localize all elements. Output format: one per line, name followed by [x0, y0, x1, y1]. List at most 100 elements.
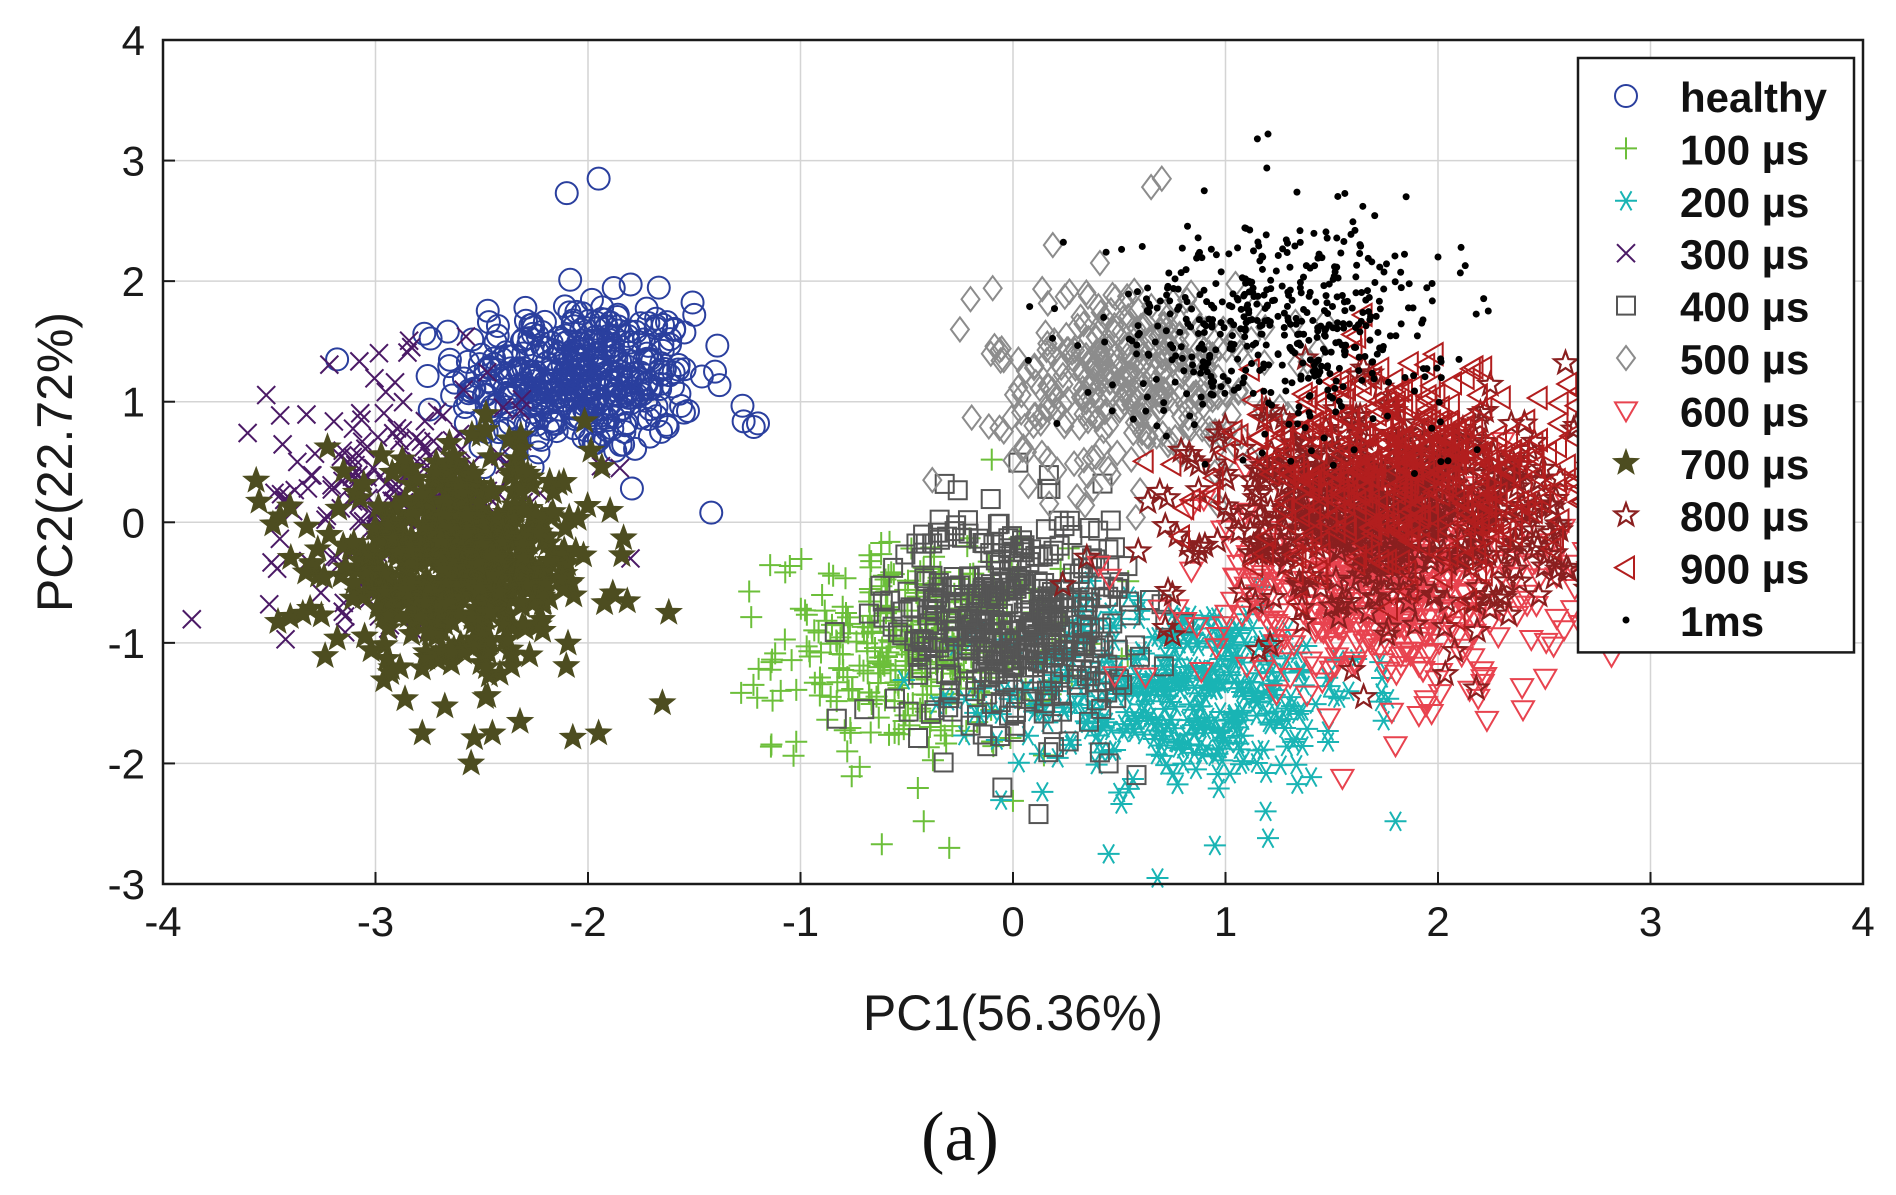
- data-point: [270, 529, 290, 549]
- data-point: [1075, 341, 1097, 369]
- data-point: [1204, 627, 1231, 649]
- data-point: [1184, 222, 1192, 230]
- data-point: [924, 700, 945, 721]
- data-point: [259, 594, 279, 614]
- data-point: [1280, 309, 1288, 317]
- data-point: [870, 833, 893, 856]
- data-point: [1200, 345, 1208, 353]
- data-point: [985, 581, 1006, 602]
- data-point: [242, 465, 271, 493]
- data-point: [1303, 308, 1311, 316]
- data-point: [1177, 343, 1185, 351]
- data-point: [1329, 394, 1337, 402]
- data-point: [1011, 381, 1032, 409]
- data-point: [1366, 638, 1393, 661]
- data-point: [369, 343, 389, 363]
- data-point: [1514, 595, 1540, 618]
- data-point: [1071, 356, 1093, 385]
- data-point: [1339, 383, 1347, 391]
- data-point: [1186, 412, 1194, 420]
- data-point: [1362, 296, 1370, 304]
- data-point: [1231, 652, 1254, 673]
- data-point: [906, 777, 929, 800]
- data-point: [1354, 321, 1362, 329]
- data-point: [1125, 290, 1133, 298]
- data-point: [1100, 510, 1121, 531]
- data-point: [1305, 292, 1313, 300]
- data-point: [1461, 262, 1469, 270]
- data-point: [938, 697, 959, 718]
- data-point: [1079, 518, 1100, 539]
- data-point: [1056, 321, 1077, 349]
- data-point: [1234, 656, 1260, 679]
- data-point: [1369, 653, 1396, 676]
- data-point: [1292, 675, 1315, 696]
- data-point: [1255, 763, 1278, 784]
- data-point: [1134, 322, 1142, 330]
- data-point: [1178, 324, 1200, 353]
- data-point: [1347, 230, 1355, 238]
- data-point: [1123, 705, 1146, 726]
- data-point: [742, 673, 765, 696]
- data-point: [1056, 335, 1078, 364]
- data-point: [471, 399, 501, 427]
- data-point: [808, 684, 831, 707]
- data-point: [1410, 372, 1418, 380]
- x-tick-label: 2: [1426, 898, 1449, 945]
- data-point: [1063, 450, 1085, 478]
- data-point: [1037, 445, 1059, 473]
- data-point: [1091, 698, 1112, 719]
- data-point: [1074, 491, 1096, 519]
- data-point: [1118, 591, 1139, 612]
- data-point: [1355, 353, 1363, 361]
- data-point: [1212, 346, 1220, 354]
- data-point: [1084, 377, 1106, 406]
- data-point: [520, 312, 545, 337]
- data-point: [1193, 254, 1201, 262]
- data-point: [934, 473, 955, 494]
- data-point: [298, 478, 318, 499]
- data-point: [1287, 457, 1295, 465]
- data-point: [1369, 358, 1377, 366]
- data-point: [1049, 334, 1057, 342]
- data-point: [1332, 377, 1340, 385]
- data-point: [782, 744, 805, 767]
- data-point: [538, 497, 568, 525]
- data-point: [1402, 193, 1410, 201]
- data-point: [1067, 312, 1088, 340]
- data-point: [760, 651, 783, 674]
- data-point: [1212, 280, 1220, 288]
- data-point: [1002, 661, 1023, 682]
- data-point: [1066, 483, 1088, 511]
- data-point: [1201, 460, 1209, 468]
- data-point: [1133, 341, 1141, 349]
- data-point: [1352, 289, 1360, 297]
- data-point: [1246, 600, 1272, 623]
- data-point: [1206, 351, 1214, 359]
- data-point: [1123, 722, 1146, 743]
- data-point: [1125, 503, 1147, 532]
- data-point: [1293, 340, 1301, 348]
- data-point: [1309, 317, 1317, 325]
- data-point: [1104, 740, 1127, 761]
- data-point: [1331, 569, 1357, 592]
- data-point: [1091, 588, 1112, 609]
- data-point: [957, 510, 978, 531]
- data-point: [980, 489, 1001, 510]
- data-point: [858, 590, 881, 613]
- data-point: [1078, 324, 1099, 353]
- data-point: [1488, 384, 1511, 411]
- data-point: [900, 597, 921, 618]
- data-point: [1485, 627, 1512, 650]
- data-point: [1480, 295, 1488, 303]
- data-point: [1379, 346, 1387, 354]
- data-point: [769, 679, 792, 702]
- data-point: [1474, 710, 1500, 733]
- data-point: [1112, 385, 1134, 414]
- data-point: [1007, 752, 1030, 773]
- data-point: [1171, 275, 1179, 283]
- data-point: [1397, 284, 1405, 292]
- data-point: [1146, 422, 1167, 450]
- x-tick-label: -1: [782, 898, 819, 945]
- data-point: [1133, 673, 1156, 694]
